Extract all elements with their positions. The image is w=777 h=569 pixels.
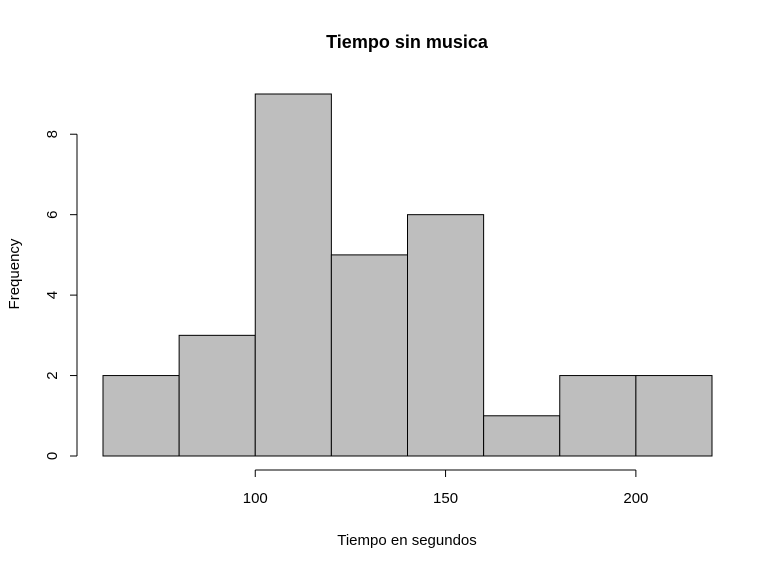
- chart-title: Tiempo sin musica: [326, 32, 489, 52]
- x-tick-label-150: 150: [433, 490, 458, 507]
- histogram-bar-2: [178, 334, 256, 457]
- histogram-bar-5: [407, 214, 485, 457]
- x-tick-label-100: 100: [243, 490, 268, 507]
- y-tick-label-4: 4: [44, 291, 61, 299]
- histogram-bar-8: [635, 375, 713, 457]
- y-tick-label-0: 0: [44, 452, 61, 460]
- x-tick-label-200: 200: [623, 490, 648, 507]
- histogram-bar-1: [102, 375, 180, 457]
- y-axis: 0 2 4 6 8: [44, 130, 78, 460]
- histogram-bar-3: [254, 93, 332, 457]
- y-axis-label: Frequency: [6, 238, 23, 309]
- y-tick-label-6: 6: [44, 210, 61, 218]
- y-tick-label-8: 8: [44, 130, 61, 138]
- y-tick-label-2: 2: [44, 371, 61, 379]
- histogram-bar-4: [330, 254, 408, 457]
- bars-group: [102, 93, 713, 457]
- x-axis: 100 150 200: [243, 469, 648, 507]
- histogram-bar-6: [483, 415, 561, 457]
- histogram-bar-7: [559, 375, 637, 457]
- x-axis-label: Tiempo en segundos: [337, 532, 477, 549]
